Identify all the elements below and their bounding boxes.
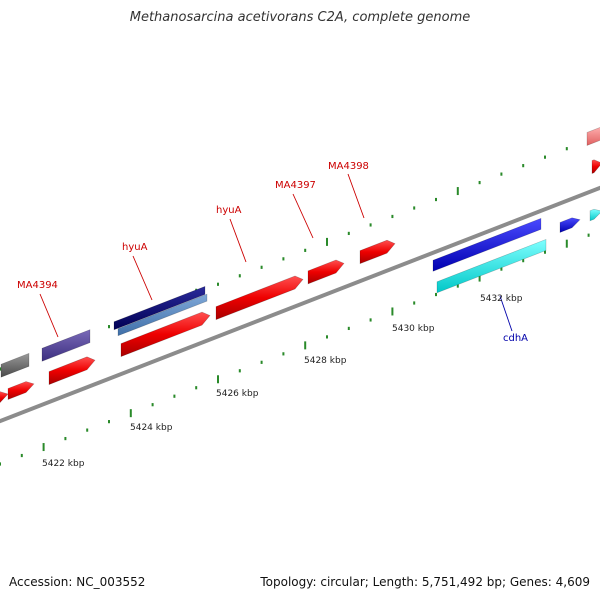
gene-arrow [120, 311, 211, 358]
gene-block [113, 285, 206, 331]
gene-arrow [589, 208, 600, 222]
label-leader-line [39, 293, 59, 338]
map-title: Methanosarcina acetivorans C2A, complete… [129, 10, 471, 25]
scale-labels: 5422 kbp 5424 kbp 5426 kbp 5428 kbp 5430… [42, 294, 523, 469]
gene-label-hyua-1: hyuA [122, 242, 148, 253]
scale-label: 5430 kbp [392, 324, 435, 334]
gene-arrow [215, 275, 304, 321]
scale-label: 5426 kbp [216, 389, 259, 399]
gene-arrow [591, 159, 600, 174]
scale-label: 5432 kbp [480, 294, 523, 304]
gene-label-ma4394: MA4394 [17, 280, 58, 291]
gene-label-ma4398: MA4398 [328, 161, 369, 172]
gene-arrow [359, 239, 396, 265]
gene-block [41, 329, 91, 362]
genome-backbone [0, 185, 600, 424]
gene-arrow [559, 217, 581, 233]
gene-labels: MA4394 hyuA hyuA MA4397 MA4398 cdhA [17, 161, 528, 344]
gene-block [586, 127, 600, 146]
genome-summary-text: Topology: circular; Length: 5,751,492 bp… [260, 575, 590, 589]
gene-arrow [0, 391, 9, 403]
gene-block [0, 352, 30, 378]
gene-arrow [48, 356, 96, 386]
label-leader-line [132, 255, 153, 301]
inner-tick-marks [0, 233, 590, 466]
label-leader-line [229, 218, 247, 263]
scale-label: 5428 kbp [304, 356, 347, 366]
label-leader-line [292, 193, 314, 239]
label-leader-lines [39, 173, 513, 338]
gene-arrow [307, 259, 345, 285]
accession-text: Accession: NC_003552 [9, 575, 146, 589]
gene-arrow [7, 381, 35, 400]
gene-label-cdha: cdhA [503, 333, 528, 344]
scale-label: 5424 kbp [130, 423, 173, 433]
gene-block [117, 293, 208, 337]
gene-block [436, 238, 547, 294]
gene-features [0, 127, 600, 403]
gene-block [432, 217, 542, 272]
label-leader-line [499, 295, 513, 332]
label-leader-line [347, 173, 365, 219]
gene-label-hyua-2: hyuA [216, 205, 242, 216]
scale-label: 5422 kbp [42, 459, 85, 469]
gene-label-ma4397: MA4397 [275, 180, 316, 191]
